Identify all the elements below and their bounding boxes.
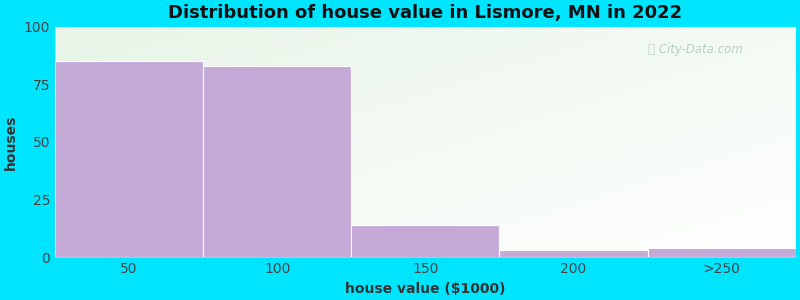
Bar: [55, 61, 203, 257]
Title: Distribution of house value in Lismore, MN in 2022: Distribution of house value in Lismore, …: [168, 4, 682, 22]
Y-axis label: houses: houses: [4, 114, 18, 169]
Bar: [203, 66, 351, 257]
Bar: [499, 250, 648, 257]
X-axis label: house value ($1000): house value ($1000): [345, 282, 506, 296]
Bar: [351, 225, 499, 257]
Text: Ⓞ City-Data.com: Ⓞ City-Data.com: [648, 43, 742, 56]
Bar: [648, 248, 796, 257]
